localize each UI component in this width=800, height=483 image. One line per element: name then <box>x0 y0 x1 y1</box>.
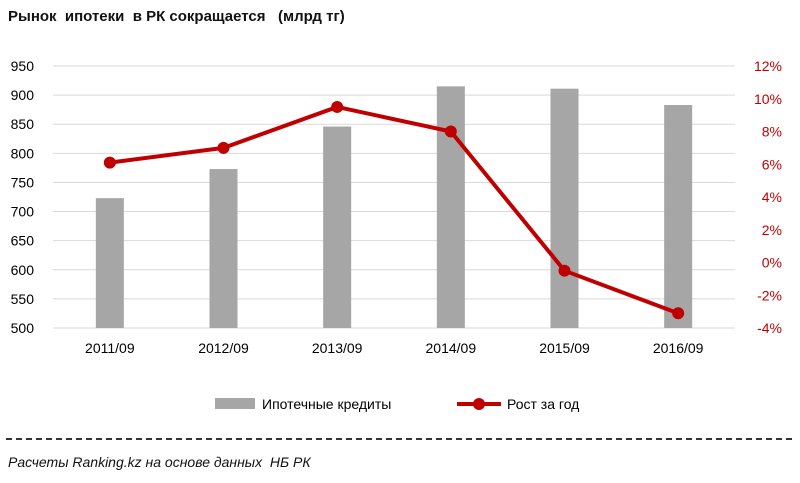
legend-bar-swatch <box>215 398 255 409</box>
right-tick-label: 8% <box>762 124 782 140</box>
left-tick-label: 550 <box>11 291 35 307</box>
line-layer <box>103 100 685 320</box>
bar-2012-09 <box>209 169 238 328</box>
bar-2011-09 <box>95 198 124 328</box>
bars-layer <box>95 86 693 329</box>
x-tick-label: 2011/09 <box>85 340 135 356</box>
x-axis: 2011/09 2012/09 2013/09 2014/09 2015/09 2016/… <box>85 340 704 356</box>
left-tick-label: 750 <box>11 174 35 190</box>
growth-line <box>107 104 681 316</box>
growth-point-2013-09 <box>331 100 344 113</box>
growth-point-2016-09 <box>672 307 685 320</box>
x-tick-label: 2013/09 <box>312 340 363 356</box>
x-tick-label: 2016/09 <box>653 340 704 356</box>
right-tick-label: 10% <box>754 91 782 107</box>
bar-2013-09 <box>323 126 352 328</box>
x-tick-label: 2015/09 <box>539 340 590 356</box>
right-tick-label: 2% <box>762 222 782 238</box>
chart-title: Рынок ипотеки в РК сокращается (млрд тг) <box>8 8 345 25</box>
bar-2014-09 <box>436 86 465 328</box>
bar-2016-09 <box>664 105 693 329</box>
legend-line-marker <box>473 398 485 410</box>
left-tick-label: 900 <box>11 87 35 103</box>
legend: Ипотечные кредиты Рост за год <box>215 396 579 412</box>
x-tick-label: 2014/09 <box>426 340 477 356</box>
source-note: Расчеты Ranking.kz на основе данных НБ Р… <box>8 454 311 470</box>
dashed-divider <box>6 438 792 440</box>
right-tick-label: -2% <box>757 287 782 303</box>
grid-layer <box>53 65 735 329</box>
left-tick-label: 500 <box>11 320 35 336</box>
growth-point-2015-09 <box>558 264 571 277</box>
left-tick-label: 700 <box>11 204 35 220</box>
legend-line-label: Рост за год <box>507 396 579 412</box>
growth-point-2012-09 <box>217 141 230 154</box>
left-axis: 500 550 600 650 700 750 800 850 900 950 <box>11 58 35 336</box>
right-axis: -4% -2% 0% 2% 4% 6% 8% 10% 12% <box>754 58 782 336</box>
right-tick-label: 4% <box>762 189 782 205</box>
x-tick-label: 2012/09 <box>198 340 249 356</box>
left-tick-label: 850 <box>11 116 35 132</box>
right-tick-label: 6% <box>762 156 782 172</box>
left-tick-label: 800 <box>11 145 35 161</box>
right-tick-label: 0% <box>762 255 782 271</box>
growth-point-2011-09 <box>103 156 116 169</box>
bar-2015-09 <box>550 88 579 328</box>
growth-point-2014-09 <box>444 125 457 138</box>
left-tick-label: 950 <box>11 58 35 74</box>
right-tick-label: -4% <box>757 320 782 336</box>
left-tick-label: 600 <box>11 262 35 278</box>
legend-bar-label: Ипотечные кредиты <box>262 396 391 412</box>
right-tick-label: 12% <box>754 58 782 74</box>
left-tick-label: 650 <box>11 233 35 249</box>
